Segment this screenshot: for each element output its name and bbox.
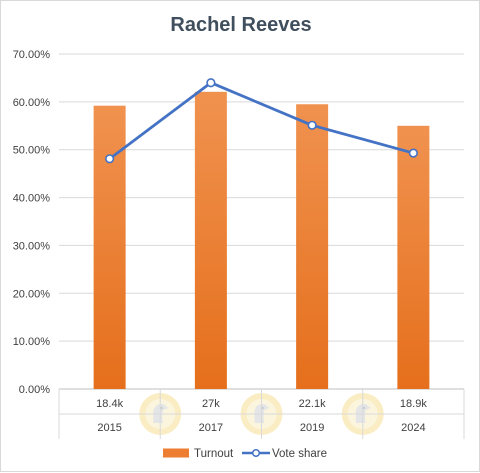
vote-share-line <box>108 81 414 160</box>
vote-share-point <box>408 148 418 158</box>
legend-marker-vote-share <box>251 448 261 458</box>
turnout-bar <box>93 105 126 389</box>
chart-title: Rachel Reeves <box>170 14 311 36</box>
turnout-bar <box>194 91 227 390</box>
bar-series <box>93 91 430 390</box>
category-sublabel: 22.1k <box>299 398 326 410</box>
category-label: 2017 <box>199 422 223 434</box>
y-tick-label: 40.00% <box>13 193 51 205</box>
y-tick-label: 0.00% <box>19 384 50 396</box>
vote-share-point <box>307 120 317 130</box>
legend-item-vote-share: Vote share <box>242 448 327 460</box>
category-sublabel: 27k <box>202 398 220 410</box>
bird-logo-icon <box>341 393 384 435</box>
y-tick-label: 50.00% <box>13 145 51 157</box>
category-sublabel: 18.9k <box>400 398 427 410</box>
turnout-bar <box>296 104 329 389</box>
y-tick-label: 30.00% <box>13 240 51 252</box>
turnout-bar <box>397 125 430 390</box>
vote-share-point <box>206 78 216 88</box>
vote-share-point <box>105 154 115 164</box>
watermark-layer <box>139 393 384 435</box>
category-label: 2015 <box>97 422 121 434</box>
legend-label-turnout: Turnout <box>194 448 234 460</box>
y-tick-label: 70.00% <box>13 49 51 61</box>
y-tick-label: 10.00% <box>13 336 51 348</box>
category-label: 2024 <box>401 422 425 434</box>
legend: Turnout Vote share <box>163 448 327 460</box>
y-tick-label: 20.00% <box>13 288 51 300</box>
y-tick-label: 60.00% <box>13 97 51 109</box>
category-sublabel: 18.4k <box>96 398 123 410</box>
legend-item-turnout: Turnout <box>163 448 234 460</box>
x-axis: 18.4k 2015 27k 2017 22.1k 2019 18.9k 2024 <box>58 389 465 439</box>
legend-swatch-turnout <box>163 448 189 458</box>
category-label: 2019 <box>300 422 324 434</box>
legend-label-vote-share: Vote share <box>272 448 327 460</box>
gridlines <box>59 53 464 390</box>
y-axis: 0.00% 10.00% 20.00% 30.00% 40.00% 50.00% 60.00… <box>13 49 51 396</box>
line-series <box>105 78 418 164</box>
